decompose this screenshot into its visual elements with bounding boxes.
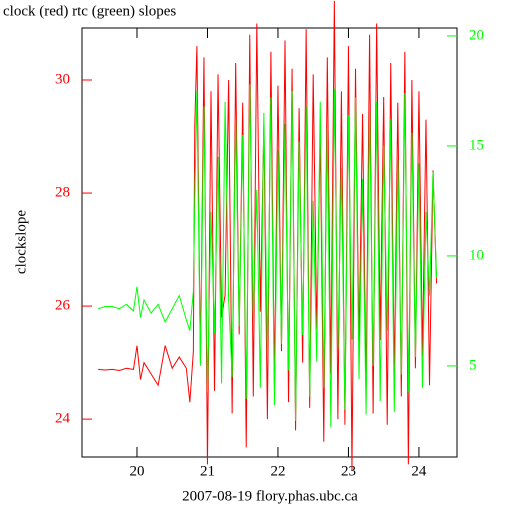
y2-tick-label: 10 <box>469 247 484 263</box>
x-tick-label: 22 <box>270 463 285 479</box>
y2-tick-label: 15 <box>469 137 484 153</box>
x-tick-label: 20 <box>129 463 144 479</box>
y-axis-label: clockslope <box>13 210 29 274</box>
x-axis-label: 2007-08-19 flory.phas.ubc.ca <box>182 488 358 504</box>
x-tick-label: 23 <box>341 463 356 479</box>
x-tick-label: 21 <box>200 463 215 479</box>
y-tick-label: 24 <box>55 411 71 427</box>
y-tick-label: 30 <box>55 71 70 87</box>
y2-tick-label: 5 <box>469 357 477 373</box>
data-line <box>98 0 438 471</box>
plot-frame <box>81 27 458 458</box>
y2-tick-label: 20 <box>469 27 484 43</box>
y-tick-label: 26 <box>55 298 71 314</box>
y-tick-label: 28 <box>55 184 70 200</box>
data-line <box>98 84 438 428</box>
chart-title: clock (red) rtc (green) slopes <box>3 3 176 19</box>
x-tick-label: 24 <box>411 463 427 479</box>
